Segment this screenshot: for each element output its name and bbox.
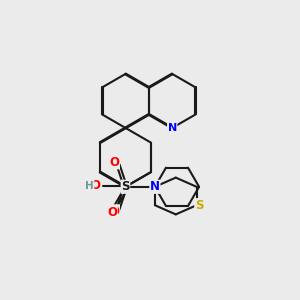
Text: N: N xyxy=(168,123,177,133)
Text: N: N xyxy=(150,180,160,193)
Text: S: S xyxy=(195,199,203,212)
Text: O: O xyxy=(110,156,119,169)
Text: H: H xyxy=(85,181,94,190)
Text: O: O xyxy=(110,205,119,218)
Text: S: S xyxy=(121,180,130,193)
Text: O: O xyxy=(107,206,117,219)
Text: O: O xyxy=(91,179,101,192)
